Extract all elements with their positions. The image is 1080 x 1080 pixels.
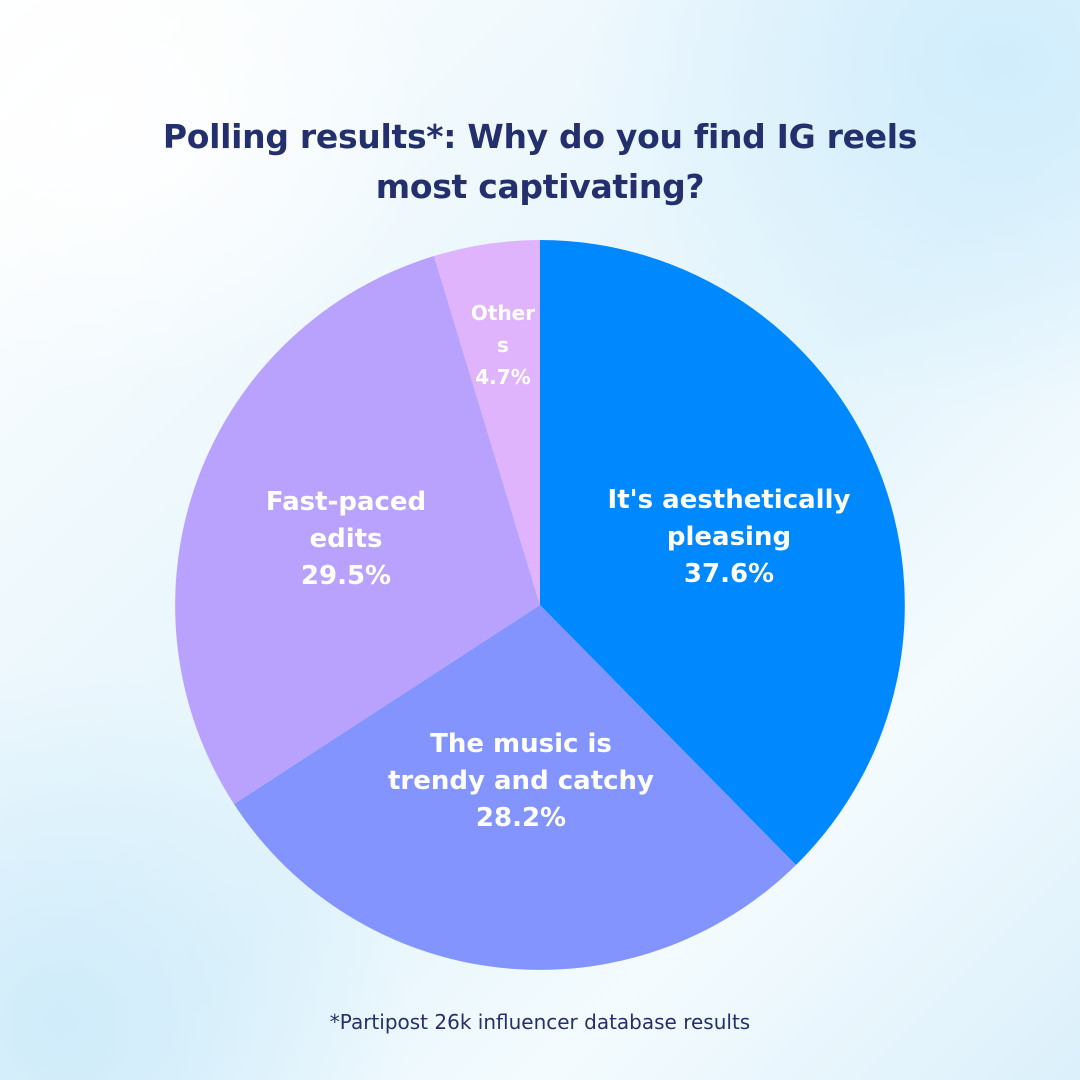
chart-title-line-1: Polling results*: Why do you find IG ree… — [162, 117, 918, 156]
label-fast-paced-edits: Fast-paced edits 29.5% — [266, 484, 426, 595]
label-text: It's aesthetically — [607, 485, 851, 515]
label-text: trendy and catchy — [388, 766, 654, 796]
slice-music-trendy[interactable] — [234, 605, 796, 970]
chart-title: Polling results*: Why do you find IG ree… — [0, 112, 1080, 212]
label-text: pleasing — [666, 522, 792, 552]
label-value: 4.7% — [475, 365, 531, 389]
label-text: s — [497, 333, 509, 357]
label-text: The music is — [430, 729, 612, 759]
label-value: 37.6% — [683, 559, 775, 589]
slice-aesthetically-pleasing[interactable] — [540, 240, 905, 865]
label-aesthetically-pleasing: It's aesthetically pleasing 37.6% — [608, 482, 851, 593]
footnote: *Partipost 26k influencer database resul… — [329, 1010, 751, 1034]
label-others: Other s 4.7% — [471, 297, 535, 393]
label-text: edits — [309, 524, 383, 554]
slice-fast-paced-edits[interactable] — [175, 256, 540, 804]
slice-others[interactable] — [434, 240, 540, 605]
chart-title-line-2: most captivating? — [375, 167, 705, 206]
label-value: 28.2% — [475, 803, 567, 833]
label-music-trendy: The music is trendy and catchy 28.2% — [388, 726, 654, 837]
label-text: Fast-paced — [265, 487, 427, 517]
label-value: 29.5% — [300, 561, 392, 591]
label-text: Other — [470, 301, 536, 325]
